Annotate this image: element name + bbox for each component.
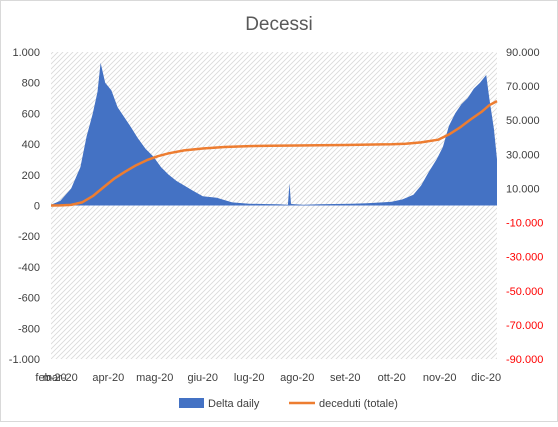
right-tick-label: -50.000 (506, 286, 543, 298)
right-tick-label: -70.000 (506, 320, 543, 332)
x-tick-label: mag-20 (136, 372, 173, 384)
legend-swatch-delta (179, 398, 204, 408)
left-tick-label: -400 (18, 262, 40, 274)
left-tick-label: -800 (18, 323, 40, 335)
right-tick-label: 10.000 (506, 183, 540, 195)
x-tick-label: set-20 (330, 372, 361, 384)
left-tick-label: -1.000 (9, 354, 40, 366)
right-axis: -90.000 -70.000 -50.000 -30.000 -10.000 10.00… (506, 47, 543, 366)
left-tick-label: -200 (18, 231, 40, 243)
left-tick-label: 400 (22, 139, 40, 151)
series-layer (50, 62, 498, 207)
right-tick-label: 50.000 (506, 115, 540, 127)
x-tick-label: feb-20 (35, 372, 66, 384)
x-tick-label: apr-20 (92, 372, 124, 384)
series-deceduti-totale-line (50, 99, 498, 207)
right-tick-label: -10.000 (506, 218, 543, 230)
legend-label-delta: Delta daily (208, 398, 260, 410)
left-tick-label: 800 (22, 78, 40, 90)
x-tick-label: ott-20 (378, 372, 406, 384)
right-tick-label: -90.000 (506, 354, 543, 366)
left-tick-label: 200 (22, 170, 40, 182)
right-tick-label: 70.000 (506, 81, 540, 93)
left-tick-label: 1.000 (12, 47, 40, 59)
right-tick-label: -30.000 (506, 252, 543, 264)
x-tick-label: giu-20 (187, 372, 218, 384)
chart-title: Decessi (245, 14, 313, 35)
left-tick-label: 600 (22, 108, 40, 120)
left-axis: -1.000 -800 -600 -400 -200 0 200 400 600 800 1.000 (9, 47, 40, 366)
left-tick-label: -600 (18, 293, 40, 305)
right-tick-label: 90.000 (506, 47, 540, 59)
x-tick-label: ago-20 (280, 372, 314, 384)
left-tick-label: 0 (34, 201, 40, 213)
x-tick-label: dic-20 (471, 372, 501, 384)
right-tick-label: 30.000 (506, 149, 540, 161)
x-tick-label: mar-20 (43, 372, 78, 384)
legend: Delta daily deceduti (totale) (179, 398, 398, 410)
legend-label-total: deceduti (totale) (319, 398, 398, 410)
x-tick-label: lug-20 (234, 372, 265, 384)
x-tick-label: nov-20 (423, 372, 457, 384)
series-delta-daily-area (51, 62, 497, 206)
